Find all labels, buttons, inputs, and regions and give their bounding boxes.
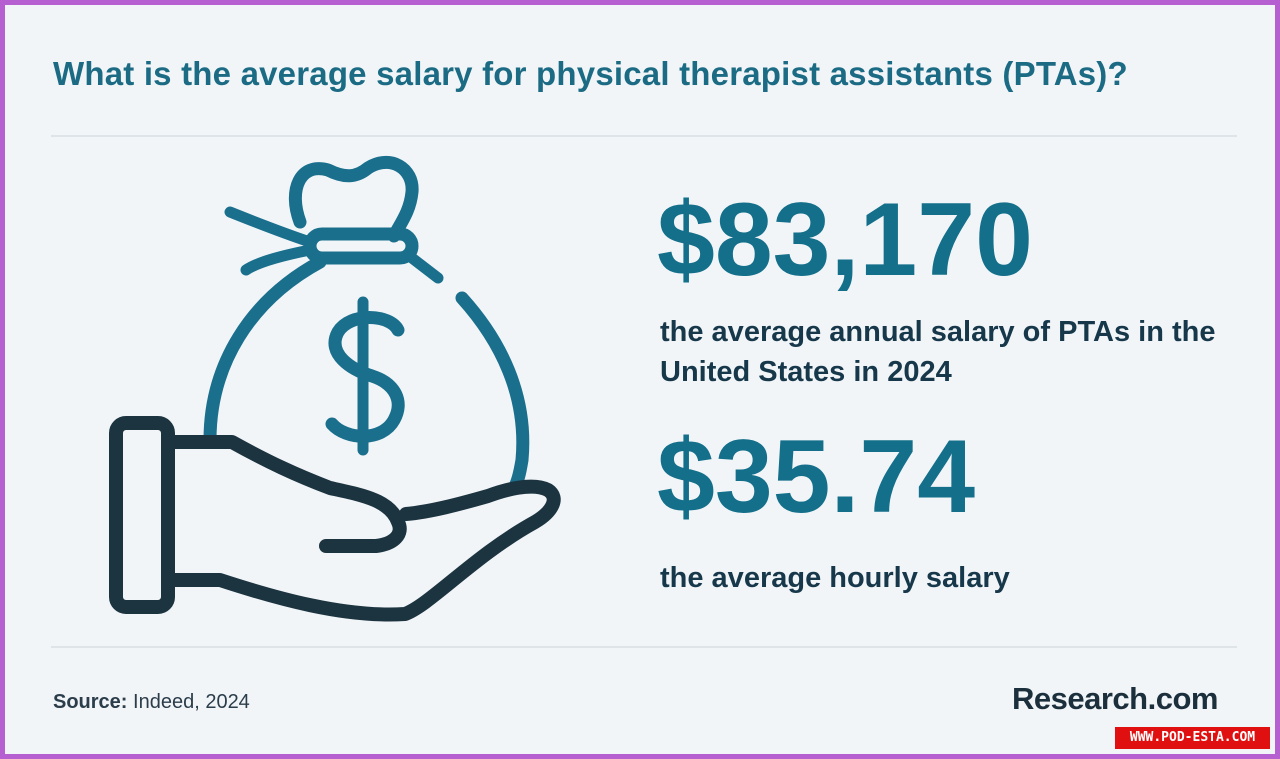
hand-palm-icon xyxy=(161,435,407,553)
bag-top-icon xyxy=(288,156,419,243)
bag-string-icon xyxy=(224,206,316,248)
watermark-badge: WWW.POD-ESTA.COM xyxy=(1115,727,1270,749)
money-bag-hand-icon xyxy=(100,150,580,630)
annual-salary-description: the average annual salary of PTAs in the… xyxy=(660,316,1216,388)
hand-cuff-icon xyxy=(109,416,175,614)
bag-band-icon xyxy=(303,227,419,265)
annual-salary-value: $83,170 xyxy=(657,182,1033,298)
source-note: Source: Indeed, 2024 xyxy=(53,691,250,714)
dollar-sign-icon xyxy=(325,311,405,443)
bottom-divider xyxy=(51,646,1237,648)
brand-logo: Research.com xyxy=(1012,681,1218,716)
bag-body-icon xyxy=(203,255,327,447)
top-divider xyxy=(51,135,1237,137)
source-text: Indeed, 2024 xyxy=(133,691,250,713)
source-label: Source: xyxy=(53,691,128,713)
hourly-salary-value: $35.74 xyxy=(657,419,976,535)
hourly-salary-description: the average hourly salary xyxy=(660,562,1010,594)
page-title: What is the average salary for physical … xyxy=(53,55,1128,92)
